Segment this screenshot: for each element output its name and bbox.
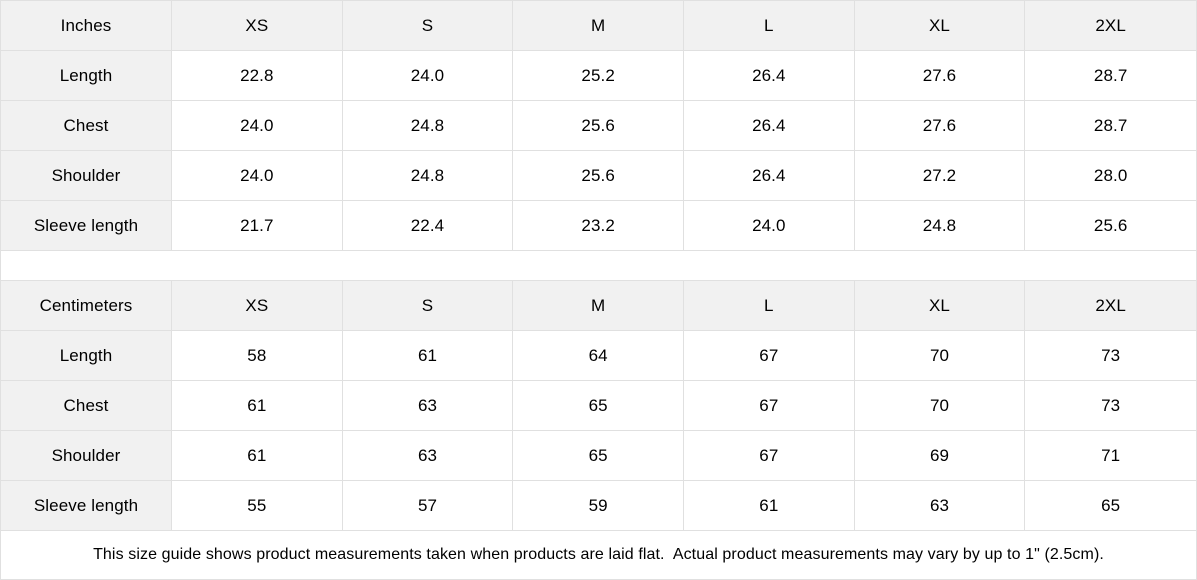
value-cell: 26.4 bbox=[684, 51, 855, 101]
value-cell: 24.0 bbox=[172, 151, 343, 201]
value-cell: 25.6 bbox=[513, 101, 684, 151]
row-label-cell: Shoulder bbox=[1, 431, 172, 481]
size-header-cell: XS bbox=[172, 281, 343, 331]
value-cell: 65 bbox=[513, 381, 684, 431]
value-cell: 67 bbox=[684, 431, 855, 481]
value-cell: 26.4 bbox=[684, 151, 855, 201]
value-cell: 65 bbox=[1025, 481, 1196, 531]
size-header-cell: 2XL bbox=[1025, 1, 1196, 51]
row-label-cell: Length bbox=[1, 51, 172, 101]
table-section-spacer bbox=[1, 251, 1196, 280]
value-cell: 24.8 bbox=[854, 201, 1026, 251]
size-table-centimeters: Centimeters XS S M L XL 2XL Length 58 61… bbox=[1, 280, 1196, 531]
size-header-cell: L bbox=[684, 281, 855, 331]
size-header-cell: XL bbox=[854, 281, 1026, 331]
row-label-cell: Sleeve length bbox=[1, 481, 172, 531]
value-cell: 70 bbox=[854, 331, 1026, 381]
measurement-row: Chest 61 63 65 67 70 73 bbox=[1, 381, 1196, 431]
value-cell: 71 bbox=[1025, 431, 1196, 481]
value-cell: 28.0 bbox=[1025, 151, 1196, 201]
measurement-row: Length 58 61 64 67 70 73 bbox=[1, 331, 1196, 381]
value-cell: 73 bbox=[1025, 331, 1196, 381]
value-cell: 23.2 bbox=[513, 201, 684, 251]
header-row: Inches XS S M L XL 2XL bbox=[1, 1, 1196, 51]
row-label-cell: Length bbox=[1, 331, 172, 381]
value-cell: 61 bbox=[342, 331, 514, 381]
value-cell: 24.8 bbox=[342, 151, 514, 201]
value-cell: 25.6 bbox=[1025, 201, 1196, 251]
unit-header-cell: Centimeters bbox=[1, 281, 172, 331]
value-cell: 73 bbox=[1025, 381, 1196, 431]
value-cell: 24.0 bbox=[684, 201, 855, 251]
size-header-cell: XS bbox=[172, 1, 343, 51]
unit-header-cell: Inches bbox=[1, 1, 172, 51]
value-cell: 25.2 bbox=[513, 51, 684, 101]
value-cell: 28.7 bbox=[1025, 51, 1196, 101]
header-row: Centimeters XS S M L XL 2XL bbox=[1, 281, 1196, 331]
value-cell: 69 bbox=[854, 431, 1026, 481]
row-label-cell: Chest bbox=[1, 101, 172, 151]
value-cell: 65 bbox=[513, 431, 684, 481]
value-cell: 64 bbox=[513, 331, 684, 381]
size-header-cell: L bbox=[684, 1, 855, 51]
value-cell: 58 bbox=[172, 331, 343, 381]
size-table-inches: Inches XS S M L XL 2XL Length 22.8 24.0 … bbox=[1, 1, 1196, 251]
value-cell: 22.4 bbox=[342, 201, 514, 251]
value-cell: 24.8 bbox=[342, 101, 514, 151]
value-cell: 25.6 bbox=[513, 151, 684, 201]
row-label-cell: Shoulder bbox=[1, 151, 172, 201]
measurement-row: Chest 24.0 24.8 25.6 26.4 27.6 28.7 bbox=[1, 101, 1196, 151]
value-cell: 63 bbox=[854, 481, 1026, 531]
value-cell: 57 bbox=[342, 481, 514, 531]
size-header-cell: XL bbox=[854, 1, 1026, 51]
value-cell: 67 bbox=[684, 331, 855, 381]
size-header-cell: S bbox=[342, 281, 514, 331]
measurement-row: Shoulder 24.0 24.8 25.6 26.4 27.2 28.0 bbox=[1, 151, 1196, 201]
size-header-cell: M bbox=[513, 281, 684, 331]
value-cell: 27.2 bbox=[854, 151, 1026, 201]
measurement-row: Length 22.8 24.0 25.2 26.4 27.6 28.7 bbox=[1, 51, 1196, 101]
value-cell: 61 bbox=[684, 481, 855, 531]
size-header-cell: S bbox=[342, 1, 514, 51]
value-cell: 63 bbox=[342, 431, 514, 481]
row-label-cell: Chest bbox=[1, 381, 172, 431]
size-header-cell: 2XL bbox=[1025, 281, 1196, 331]
value-cell: 26.4 bbox=[684, 101, 855, 151]
row-label-cell: Sleeve length bbox=[1, 201, 172, 251]
value-cell: 27.6 bbox=[854, 51, 1026, 101]
value-cell: 21.7 bbox=[172, 201, 343, 251]
footnote: This size guide shows product measuremen… bbox=[1, 531, 1196, 579]
value-cell: 24.0 bbox=[172, 101, 343, 151]
value-cell: 55 bbox=[172, 481, 343, 531]
size-header-cell: M bbox=[513, 1, 684, 51]
value-cell: 61 bbox=[172, 431, 343, 481]
value-cell: 28.7 bbox=[1025, 101, 1196, 151]
value-cell: 70 bbox=[854, 381, 1026, 431]
value-cell: 24.0 bbox=[342, 51, 514, 101]
measurement-row: Sleeve length 21.7 22.4 23.2 24.0 24.8 2… bbox=[1, 201, 1196, 251]
measurement-row: Sleeve length 55 57 59 61 63 65 bbox=[1, 481, 1196, 531]
value-cell: 67 bbox=[684, 381, 855, 431]
measurement-row: Shoulder 61 63 65 67 69 71 bbox=[1, 431, 1196, 481]
value-cell: 22.8 bbox=[172, 51, 343, 101]
value-cell: 63 bbox=[342, 381, 514, 431]
value-cell: 59 bbox=[513, 481, 684, 531]
value-cell: 27.6 bbox=[854, 101, 1026, 151]
value-cell: 61 bbox=[172, 381, 343, 431]
